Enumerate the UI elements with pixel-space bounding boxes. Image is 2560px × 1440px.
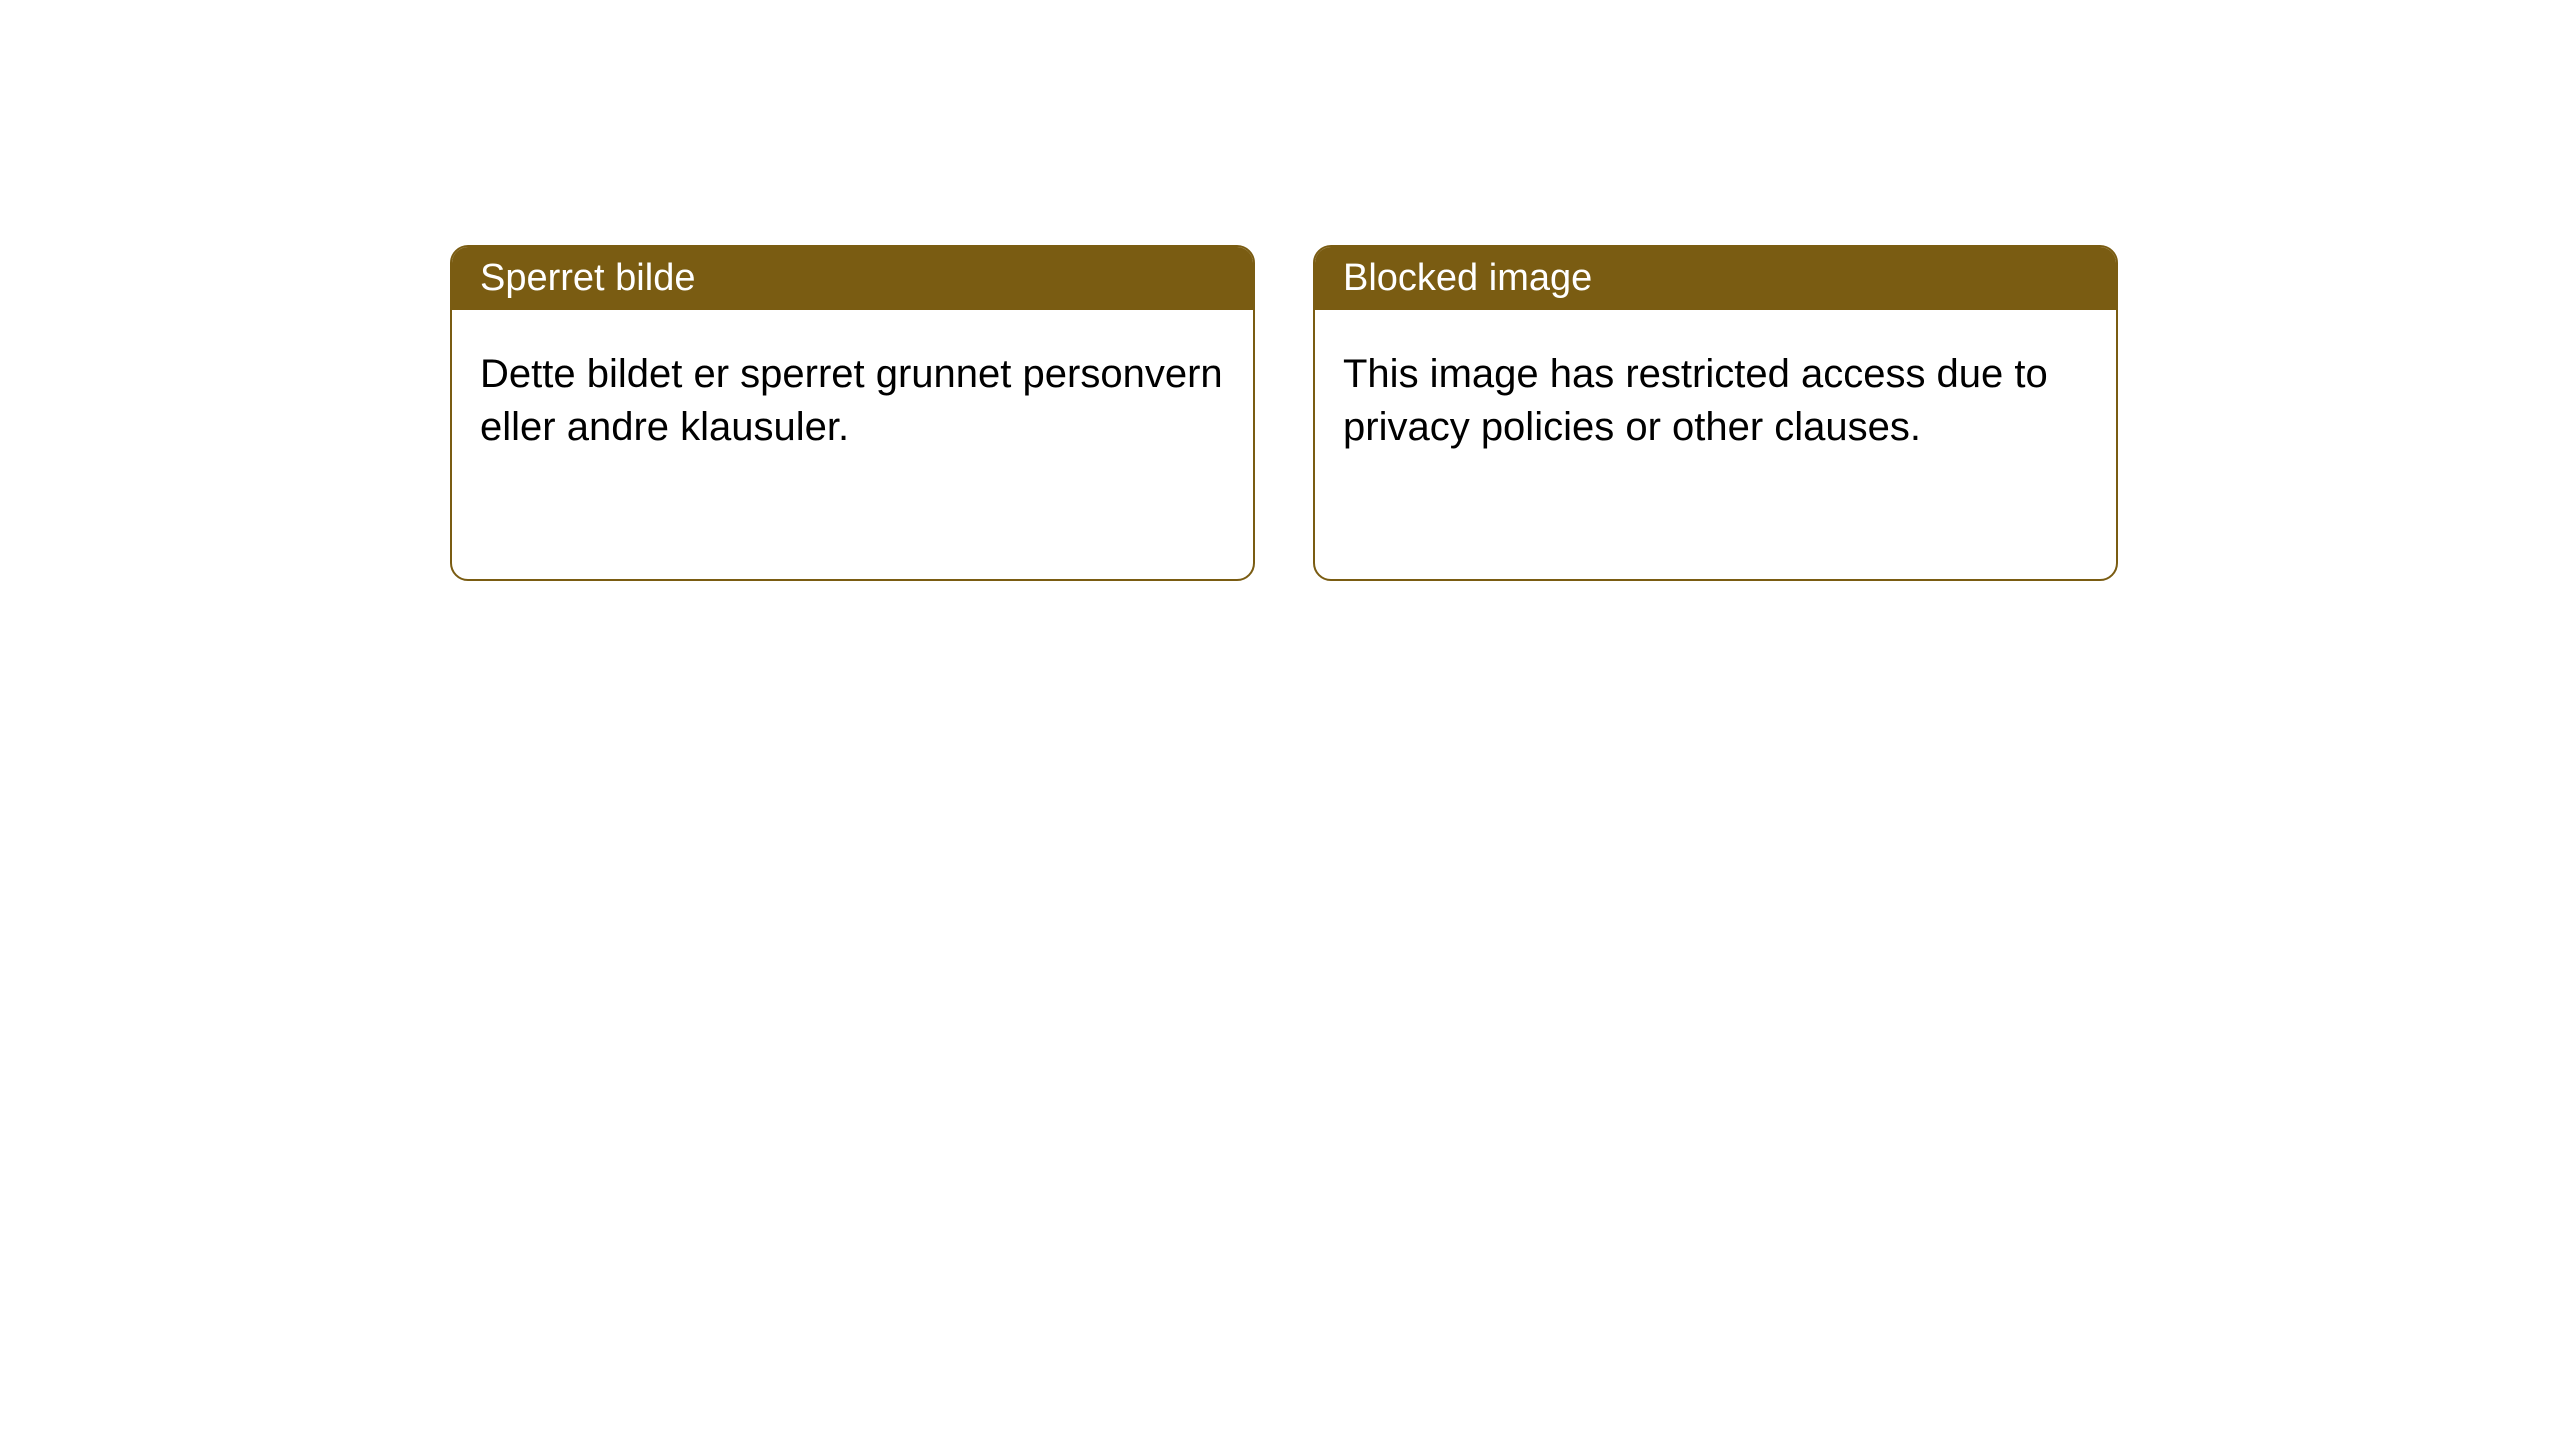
card-header-no: Sperret bilde	[452, 247, 1253, 310]
card-body-no: Dette bildet er sperret grunnet personve…	[452, 310, 1253, 492]
card-header-en: Blocked image	[1315, 247, 2116, 310]
blocked-image-card-en: Blocked image This image has restricted …	[1313, 245, 2118, 581]
notice-container: Sperret bilde Dette bildet er sperret gr…	[0, 0, 2560, 581]
card-body-en: This image has restricted access due to …	[1315, 310, 2116, 492]
blocked-image-card-no: Sperret bilde Dette bildet er sperret gr…	[450, 245, 1255, 581]
